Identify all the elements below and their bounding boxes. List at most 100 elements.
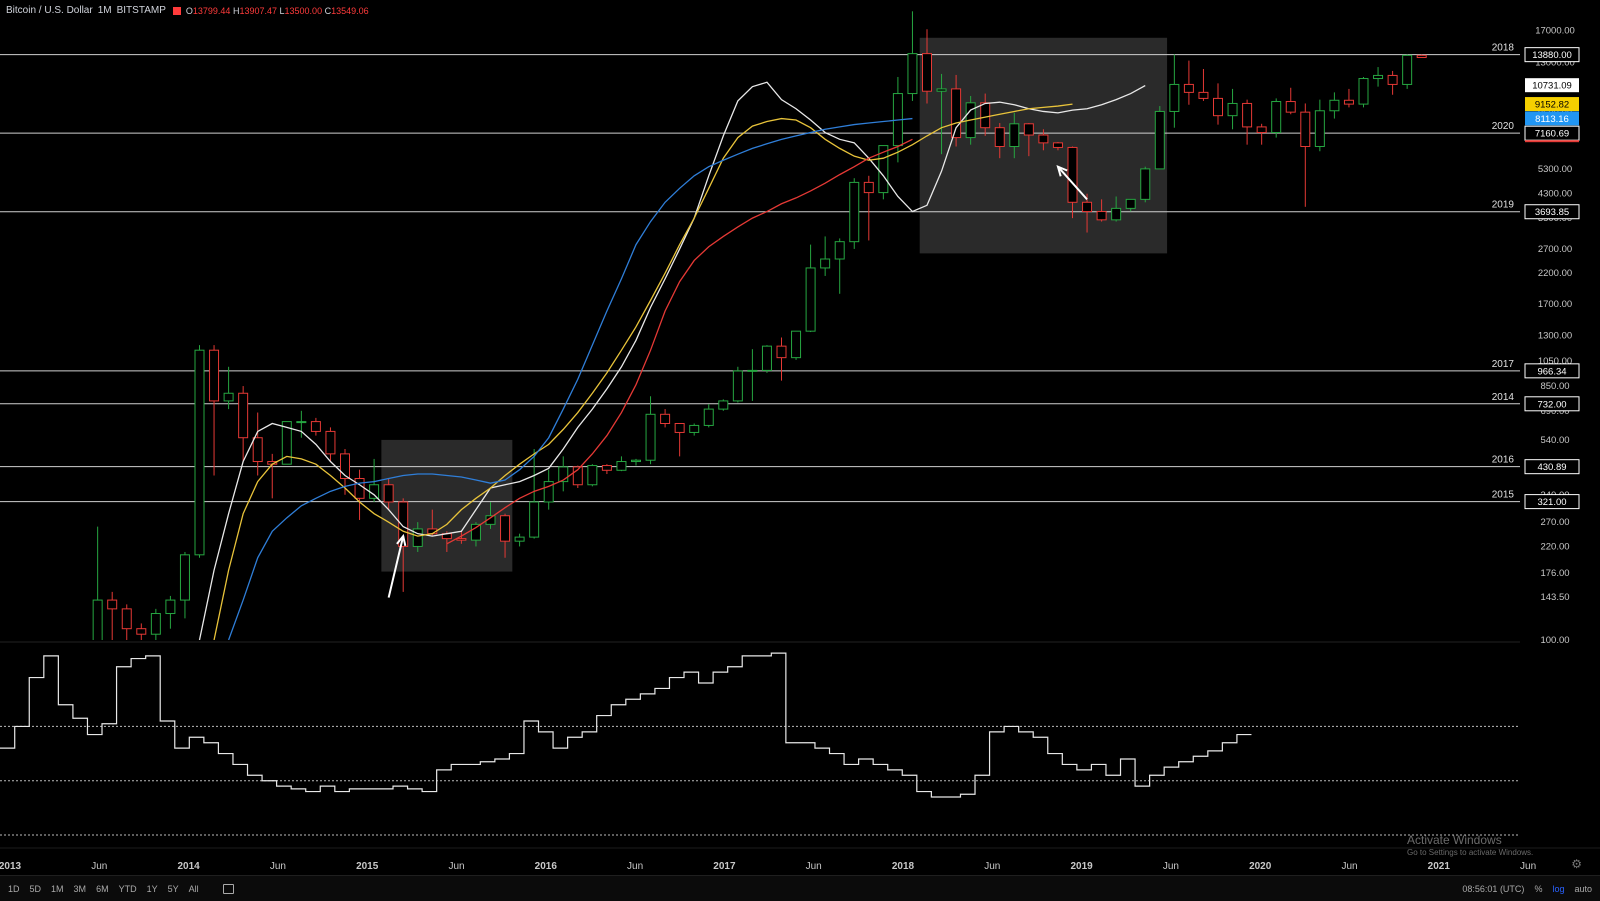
candle-body-57[interactable] (878, 145, 889, 194)
percent-toggle[interactable]: % (1534, 884, 1543, 894)
candle-body-94[interactable] (1416, 54, 1427, 59)
calendar-icon[interactable] (222, 884, 234, 894)
candle-body-4[interactable] (107, 599, 118, 610)
candle-body-65[interactable] (994, 127, 1005, 148)
candle-body-6[interactable] (136, 628, 147, 635)
candle-body-42[interactable] (660, 413, 671, 425)
candle-body-48[interactable] (747, 369, 758, 372)
candle-body-3[interactable] (92, 599, 103, 649)
candle-body-36[interactable] (572, 466, 583, 486)
candle-body-80[interactable] (1213, 97, 1223, 117)
flag-icon[interactable] (172, 6, 181, 15)
candle-body-41[interactable] (645, 413, 656, 461)
candle-body-12[interactable] (223, 392, 234, 402)
candle-body-60[interactable] (922, 53, 932, 92)
candle-body-51[interactable] (791, 330, 802, 359)
candle-body-34[interactable] (543, 481, 554, 503)
range-button-ytd[interactable]: YTD (118, 884, 137, 894)
price-axis[interactable]: 17000.0013000.0010500.008500.006900.0053… (1520, 0, 1600, 848)
candle-body-92[interactable] (1387, 74, 1398, 85)
candle-body-77[interactable] (1169, 83, 1180, 112)
candle-body-17[interactable] (296, 421, 307, 424)
interval-label[interactable]: 1M (97, 5, 112, 16)
candle-body-76[interactable] (1154, 110, 1165, 170)
candle-body-70[interactable] (1067, 146, 1078, 203)
candle-body-49[interactable] (761, 345, 772, 371)
candle-body-66[interactable] (1009, 123, 1020, 148)
candle-body-75[interactable] (1140, 168, 1151, 200)
candle-body-45[interactable] (703, 408, 714, 426)
candle-body-21[interactable] (354, 478, 365, 499)
candle-body-83[interactable] (1256, 126, 1267, 134)
candle-body-8[interactable] (165, 599, 176, 615)
candle-body-10[interactable] (194, 349, 205, 556)
candle-body-73[interactable] (1111, 207, 1122, 221)
candle-body-79[interactable] (1198, 91, 1209, 99)
candle-body-20[interactable] (340, 453, 350, 480)
candle-body-31[interactable] (500, 515, 511, 542)
candle-body-50[interactable] (776, 345, 787, 359)
candle-body-82[interactable] (1242, 102, 1253, 128)
candle-body-55[interactable] (849, 181, 860, 243)
range-button-1m[interactable]: 1M (51, 884, 64, 894)
candle-body-78[interactable] (1183, 83, 1194, 93)
range-button-6m[interactable]: 6M (96, 884, 109, 894)
candle-body-67[interactable] (1023, 123, 1034, 136)
candle-body-54[interactable] (834, 241, 845, 260)
candle-body-71[interactable] (1082, 201, 1093, 213)
candle-body-59[interactable] (907, 53, 918, 95)
symbol-name[interactable]: Bitcoin / U.S. Dollar (6, 5, 93, 16)
candle-body-64[interactable] (980, 102, 991, 129)
candle-body-52[interactable] (805, 267, 816, 332)
candle-body-56[interactable] (863, 181, 874, 194)
candle-body-40[interactable] (631, 459, 641, 463)
candle-body-90[interactable] (1358, 78, 1369, 105)
candle-body-30[interactable] (485, 515, 496, 525)
candle-body-87[interactable] (1314, 110, 1325, 148)
log-toggle[interactable]: log (1552, 884, 1565, 894)
candle-body-44[interactable] (689, 424, 700, 433)
candle-body-37[interactable] (587, 465, 598, 486)
candle-body-86[interactable] (1300, 111, 1311, 148)
candle-body-81[interactable] (1227, 102, 1238, 117)
candle-body-33[interactable] (529, 501, 540, 538)
range-button-1d[interactable]: 1D (8, 884, 20, 894)
candle-body-7[interactable] (150, 613, 161, 635)
range-button-5d[interactable]: 5D (29, 884, 42, 894)
candle-body-89[interactable] (1343, 99, 1354, 105)
candle-body-88[interactable] (1329, 99, 1340, 112)
candle-body-93[interactable] (1402, 54, 1413, 85)
candle-body-25[interactable] (412, 528, 423, 547)
candle-body-84[interactable] (1271, 101, 1282, 134)
candle-body-91[interactable] (1373, 74, 1384, 80)
range-button-3m[interactable]: 3M (73, 884, 87, 894)
candle-body-61[interactable] (936, 88, 947, 92)
candle-body-38[interactable] (601, 465, 612, 471)
candle-body-23[interactable] (383, 484, 394, 503)
rsi-line[interactable] (0, 652, 1252, 798)
time-axis[interactable]: 2013 Jun 2014 Jun 2015 Jun 2016 Jun 2017 Jun 2018 J… (0, 847, 1600, 872)
candle-body-24[interactable] (398, 501, 409, 547)
candle-body-62[interactable] (951, 88, 962, 139)
candle-body-19[interactable] (325, 430, 336, 455)
candle-body-5[interactable] (121, 608, 132, 630)
candle-body-85[interactable] (1285, 101, 1296, 113)
gear-icon[interactable]: ⚙ (1571, 857, 1582, 871)
candlestick-series[interactable] (50, 11, 1427, 866)
candle-body-11[interactable] (209, 349, 220, 402)
candle-body-32[interactable] (514, 536, 525, 542)
candle-body-22[interactable] (369, 484, 380, 499)
candle-body-18[interactable] (310, 421, 321, 432)
candle-body-43[interactable] (674, 423, 685, 433)
range-button-5y[interactable]: 5Y (167, 884, 179, 894)
candle-body-47[interactable] (732, 370, 743, 402)
range-button-1y[interactable]: 1Y (146, 884, 158, 894)
candle-body-68[interactable] (1038, 134, 1049, 144)
candle-body-35[interactable] (558, 466, 569, 483)
candle-body-14[interactable] (252, 437, 263, 463)
auto-toggle[interactable]: auto (1574, 884, 1592, 894)
candle-body-13[interactable] (238, 392, 249, 439)
candle-body-74[interactable] (1125, 198, 1136, 209)
range-button-all[interactable]: All (188, 884, 199, 894)
